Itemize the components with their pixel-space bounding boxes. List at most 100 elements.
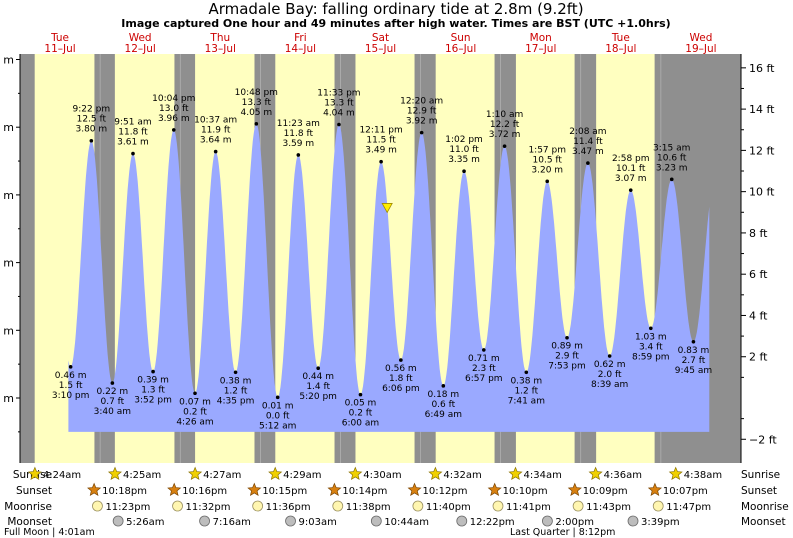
sunrise-time: 4:36am: [604, 470, 642, 481]
low-tide-point: [399, 358, 403, 362]
high-tide-point: [171, 128, 176, 132]
high-tide-label-ft: 10.6 ft: [657, 153, 687, 163]
moonrise-icon: [172, 500, 183, 512]
low-tide-label-time: 6:57 pm: [465, 374, 503, 384]
left-axis-tick-label: 3 m: [0, 189, 14, 202]
low-tide-label-m: 0.56 m: [385, 364, 417, 374]
low-tide-label-time: 3:52 pm: [134, 396, 172, 406]
high-tide-point: [462, 169, 466, 174]
low-tide-label-ft: 0.6 ft: [431, 400, 455, 410]
sunrise-time: 4:38am: [684, 470, 722, 481]
low-tide-label-ft: 1.4 ft: [306, 382, 330, 392]
right-axis-tick-label: −2 ft: [749, 433, 777, 446]
high-tide-label-m: 3.64 m: [200, 136, 232, 146]
right-axis-tick-label: 16 ft: [749, 62, 775, 75]
high-tide-label-ft: 11.8 ft: [118, 128, 148, 138]
sunset-time: 10:15pm: [262, 486, 307, 497]
moonrise-time: 11:47pm: [666, 502, 711, 513]
day-name-label: Wed: [689, 32, 712, 44]
high-tide-label-time: 10:04 pm: [152, 94, 195, 104]
high-tide-label-time: 12:20 am: [400, 97, 443, 107]
moonrise-time: 11:36pm: [266, 502, 311, 513]
almanac-row-label-right: Sunset: [741, 485, 777, 497]
low-tide-label-ft: 1.2 ft: [514, 386, 538, 396]
low-tide-point: [649, 326, 653, 331]
moonset-time: 9:03am: [299, 517, 337, 528]
high-tide-label-ft: 11.0 ft: [449, 145, 479, 155]
moonrise-icon: [572, 500, 584, 512]
sunset-time: 10:14pm: [342, 486, 387, 497]
day-date-label: 18–Jul: [605, 43, 636, 55]
low-tide-label-m: 0.62 m: [594, 360, 626, 370]
high-tide-label-ft: 12.9 ft: [407, 107, 437, 117]
moonrise-time: 11:41pm: [506, 502, 551, 513]
moonrise-icon: [652, 500, 664, 512]
sunrise-icon: [27, 466, 42, 481]
moonset-icon: [541, 515, 553, 527]
high-tide-label-time: 11:33 pm: [317, 88, 360, 98]
high-tide-label-ft: 11.5 ft: [366, 136, 396, 146]
sunset-icon: [567, 482, 582, 497]
low-tide-label-m: 0.89 m: [551, 342, 583, 352]
low-tide-point: [110, 381, 115, 385]
low-tide-label-m: 0.46 m: [55, 371, 87, 381]
high-tide-label-time: 9:22 pm: [73, 105, 111, 115]
sunrise-icon: [188, 466, 203, 481]
day-date-label: 15–Jul: [365, 43, 396, 55]
sunset-time: 10:10pm: [503, 486, 548, 497]
high-tide-label-time: 1:10 am: [486, 110, 523, 120]
high-tide-label-time: 12:11 pm: [359, 126, 402, 136]
high-tide-point: [213, 149, 218, 154]
moonset-icon: [456, 515, 468, 527]
low-tide-label-time: 6:06 pm: [382, 384, 420, 394]
day-date-label: 17–Jul: [525, 43, 556, 55]
low-tide-label-ft: 2.0 ft: [598, 370, 622, 380]
low-tide-label-m: 0.39 m: [137, 376, 169, 386]
high-tide-point: [131, 151, 135, 156]
low-tide-label-time: 4:26 am: [176, 417, 213, 427]
sunset-icon: [87, 482, 102, 497]
left-axis-tick-label: 1 m: [0, 324, 14, 337]
low-tide-label-ft: 1.3 ft: [141, 386, 165, 396]
low-tide-label-m: 0.44 m: [302, 372, 334, 382]
moonrise-time: 11:23pm: [105, 502, 150, 513]
night-band: [20, 54, 35, 463]
high-tide-point: [669, 177, 674, 182]
high-tide-label-ft: 10.5 ft: [533, 155, 563, 165]
moonset-icon: [285, 515, 296, 527]
moonrise-time: 11:43pm: [586, 502, 631, 513]
low-tide-label-time: 6:00 am: [342, 419, 379, 429]
day-name-label: Wed: [129, 32, 152, 44]
high-tide-point: [89, 138, 94, 143]
low-tide-point: [316, 366, 320, 371]
low-tide-label-m: 0.38 m: [510, 376, 542, 386]
moonrise-time: 11:38pm: [346, 502, 391, 513]
low-tide-label-time: 5:20 pm: [299, 392, 337, 402]
low-tide-label-ft: 2.9 ft: [555, 352, 579, 362]
almanac-row-label-right: Sunrise: [741, 469, 780, 481]
high-tide-label-m: 4.04 m: [323, 108, 355, 118]
low-tide-label-time: 7:41 am: [508, 396, 545, 406]
sunrise-icon: [428, 466, 443, 481]
day-name-label: Mon: [530, 32, 552, 44]
sunrise-time: 4:32am: [443, 470, 481, 481]
low-tide-point: [565, 335, 569, 340]
high-tide-label-m: 4.05 m: [240, 108, 272, 118]
high-tide-point: [337, 122, 341, 127]
almanac-row-label-left: Moonrise: [4, 501, 52, 513]
day-name-label: Thu: [209, 32, 230, 44]
high-tide-label-time: 1:57 pm: [528, 145, 566, 155]
low-tide-label-m: 0.05 m: [345, 399, 377, 409]
low-tide-point: [441, 384, 446, 388]
moonrise-icon: [492, 500, 504, 512]
high-tide-label-m: 3.61 m: [117, 138, 149, 148]
high-tide-label-ft: 13.3 ft: [324, 98, 354, 108]
high-tide-label-ft: 10.1 ft: [616, 164, 646, 174]
right-axis-tick-label: 14 ft: [749, 103, 775, 116]
moonrise-time: 11:40pm: [426, 502, 471, 513]
low-tide-label-ft: 0.0 ft: [266, 411, 290, 421]
high-tide-label-time: 3:15 am: [653, 143, 690, 153]
left-axis-tick-label: 5 m: [0, 54, 14, 67]
day-name-label: Tue: [50, 32, 69, 44]
almanac-row-label-right: Moonrise: [741, 501, 789, 513]
